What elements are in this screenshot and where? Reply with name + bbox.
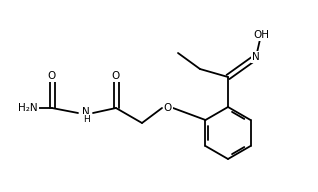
Text: H₂N: H₂N (18, 103, 38, 113)
Text: N: N (252, 52, 260, 62)
Text: H: H (83, 114, 89, 123)
Text: N: N (82, 107, 90, 117)
Text: O: O (164, 103, 172, 113)
Text: O: O (48, 71, 56, 81)
Text: OH: OH (253, 30, 269, 40)
Text: O: O (112, 71, 120, 81)
